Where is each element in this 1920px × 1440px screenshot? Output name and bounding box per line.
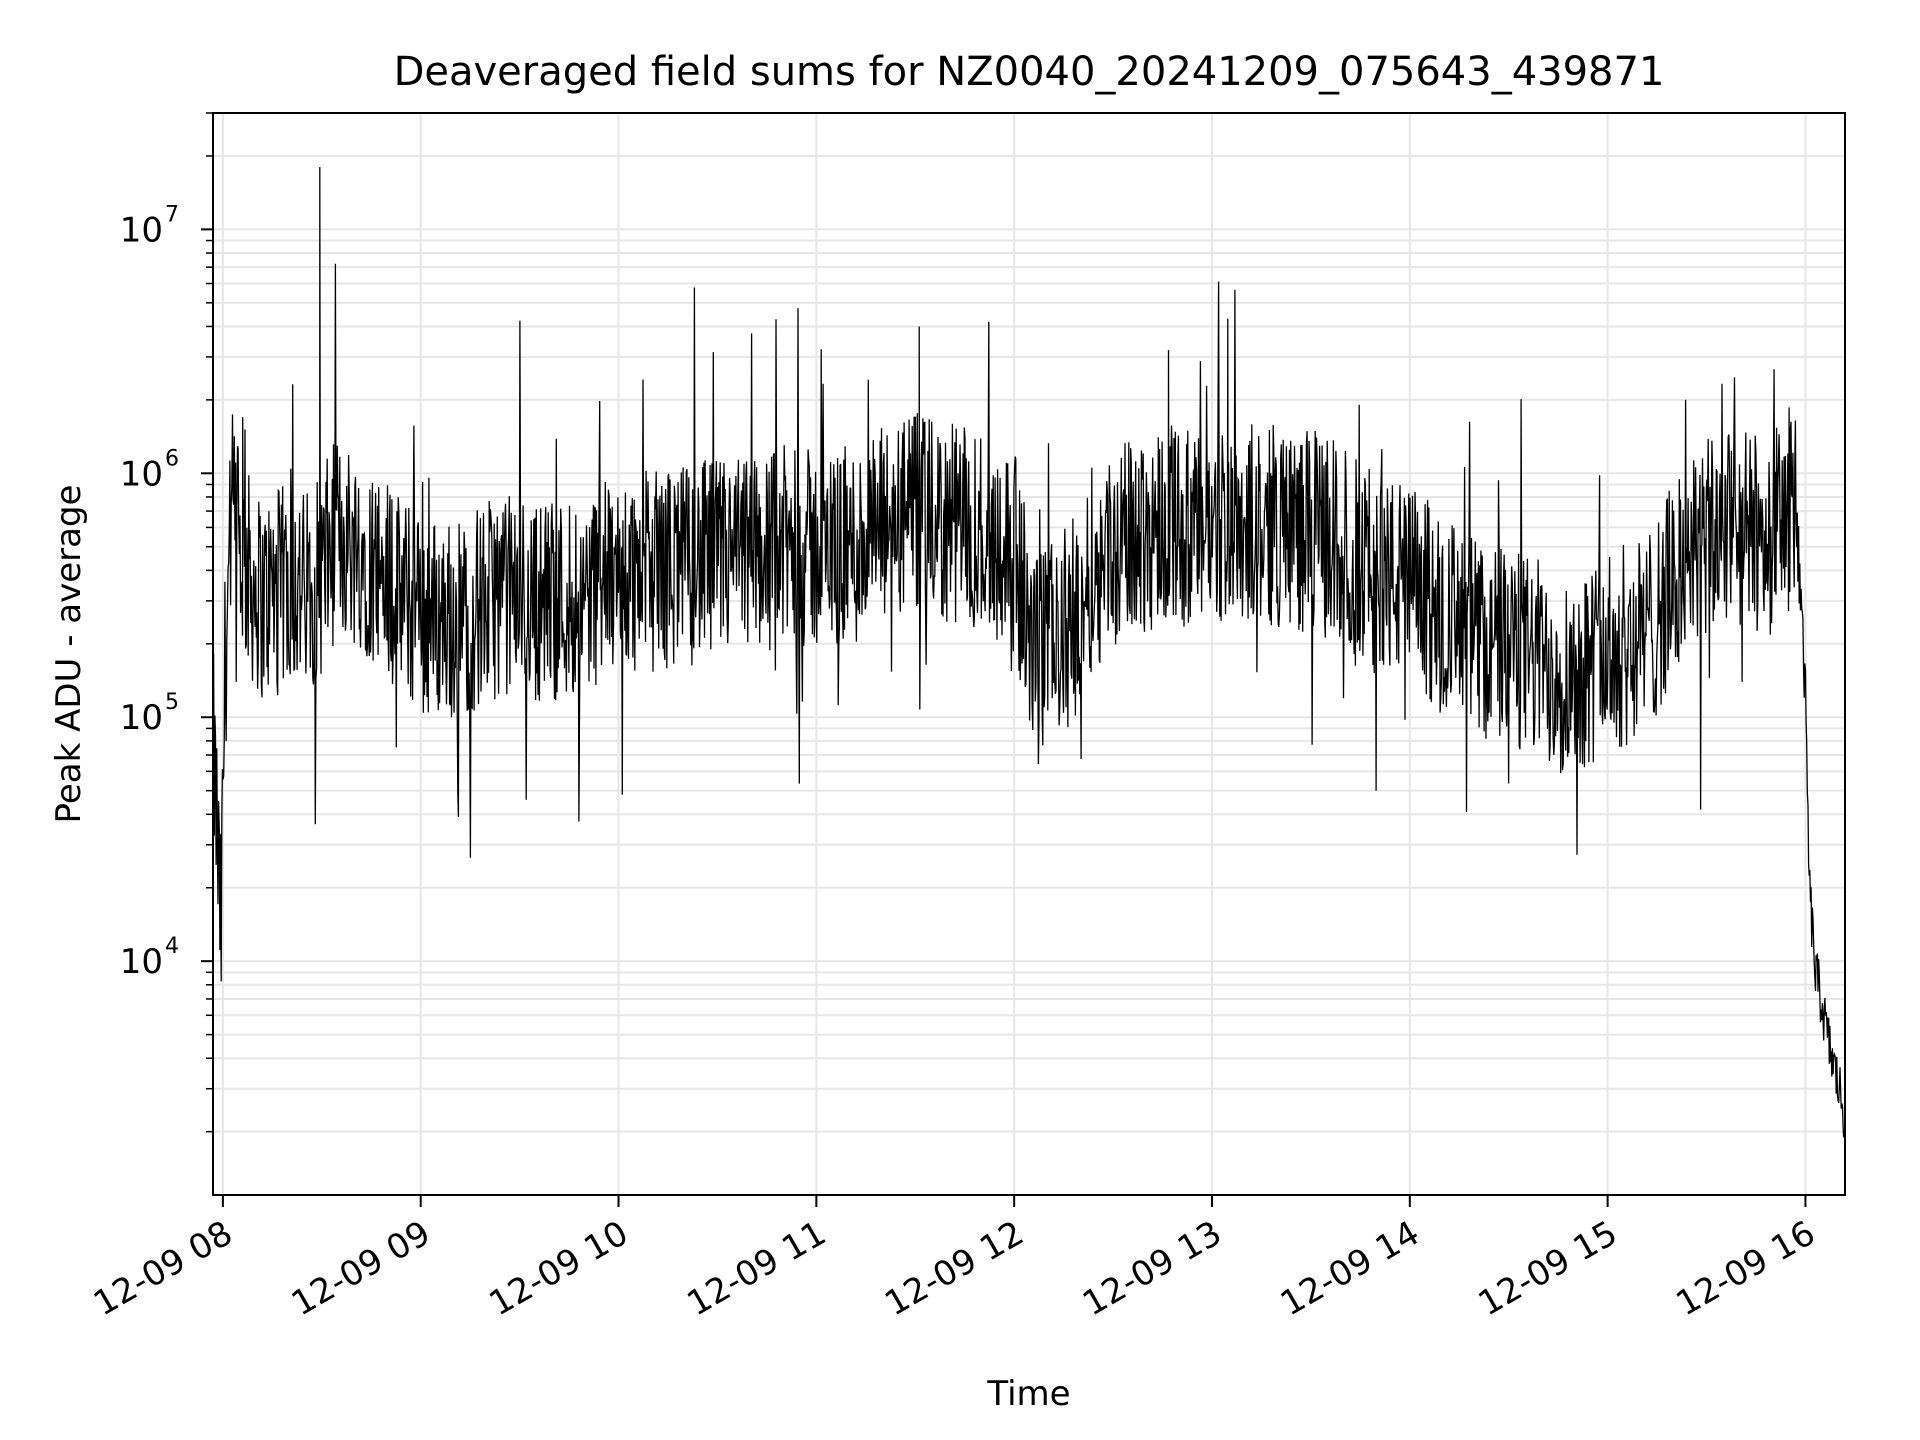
y-axis-label: Peak ADU - average	[49, 485, 89, 824]
x-tick-label: 12-09 12	[878, 1213, 1030, 1324]
x-tick-label: 12-09 15	[1472, 1213, 1624, 1324]
y-tick-label: 10	[120, 942, 163, 982]
y-tick-label: 10	[120, 698, 163, 738]
y-tick-label: 10	[120, 454, 163, 494]
y-tick-exponent: 6	[165, 446, 179, 471]
x-tick-label: 12-09 09	[285, 1213, 437, 1324]
plot-frame	[212, 112, 1846, 1196]
y-tick-exponent: 5	[165, 690, 179, 715]
plot-area	[213, 167, 1845, 1146]
grid	[213, 112, 1845, 1195]
series-line	[213, 167, 1845, 1146]
x-axis: 12-09 08 12-09 09 12-09 10 12-09 11 12-09 12…	[87, 1195, 1822, 1324]
y-tick-exponent: 4	[165, 934, 179, 959]
x-tick-label: 12-09 13	[1076, 1213, 1228, 1324]
x-tick-label: 12-09 14	[1274, 1213, 1426, 1324]
y-tick-label: 10	[120, 210, 163, 250]
chart-title: Deaveraged field sums for NZ0040_2024120…	[394, 49, 1665, 95]
x-tick-label: 12-09 08	[87, 1213, 239, 1324]
x-tick-label: 12-09 16	[1670, 1213, 1822, 1324]
x-tick-label: 12-09 11	[680, 1213, 832, 1324]
x-tick-label: 12-09 10	[483, 1213, 635, 1324]
x-axis-label: Time	[986, 1374, 1070, 1414]
y-tick-exponent: 7	[165, 202, 179, 227]
